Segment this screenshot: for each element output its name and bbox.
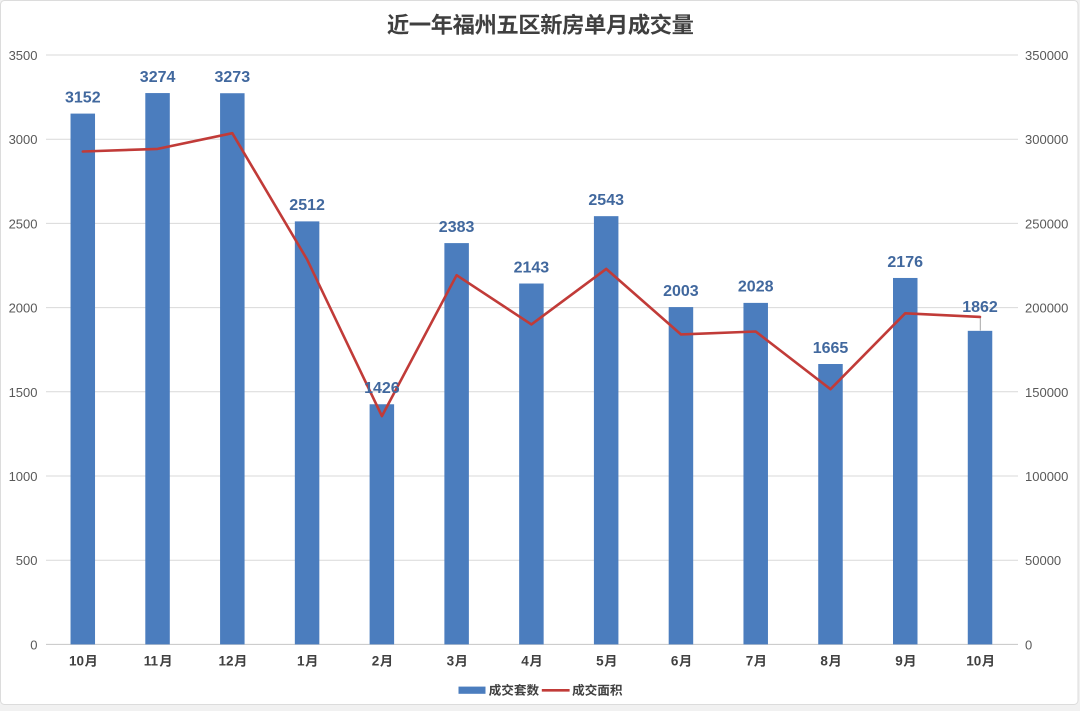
svg-text:500: 500 bbox=[16, 553, 38, 568]
svg-text:2003: 2003 bbox=[663, 283, 699, 300]
svg-text:5: 5 bbox=[596, 654, 604, 669]
svg-text:3152: 3152 bbox=[65, 89, 101, 106]
svg-text:200000: 200000 bbox=[1025, 301, 1068, 316]
svg-text:2383: 2383 bbox=[439, 219, 475, 236]
svg-text:2500: 2500 bbox=[9, 216, 38, 231]
svg-text:9: 9 bbox=[895, 654, 903, 669]
svg-text:300000: 300000 bbox=[1025, 132, 1068, 147]
svg-text:2543: 2543 bbox=[588, 192, 624, 209]
svg-text:2000: 2000 bbox=[9, 301, 38, 316]
svg-text:150000: 150000 bbox=[1025, 385, 1068, 400]
svg-text:10: 10 bbox=[966, 654, 981, 669]
svg-text:50000: 50000 bbox=[1025, 553, 1061, 568]
svg-text:3274: 3274 bbox=[140, 69, 176, 86]
svg-text:1862: 1862 bbox=[962, 299, 998, 316]
svg-text:8: 8 bbox=[820, 654, 828, 669]
svg-text:1000: 1000 bbox=[9, 469, 38, 484]
svg-text:2143: 2143 bbox=[514, 259, 550, 276]
svg-text:12: 12 bbox=[219, 654, 234, 669]
svg-text:3273: 3273 bbox=[215, 69, 251, 86]
svg-text:1665: 1665 bbox=[813, 340, 849, 357]
svg-text:3: 3 bbox=[447, 654, 455, 669]
svg-text:6: 6 bbox=[671, 654, 679, 669]
svg-text:100000: 100000 bbox=[1025, 469, 1068, 484]
svg-text:1426: 1426 bbox=[364, 380, 400, 397]
svg-text:1500: 1500 bbox=[9, 385, 38, 400]
svg-text:3000: 3000 bbox=[9, 132, 38, 147]
svg-text:4: 4 bbox=[521, 654, 529, 669]
svg-text:2: 2 bbox=[372, 654, 380, 669]
svg-text:7: 7 bbox=[746, 654, 754, 669]
svg-text:1: 1 bbox=[297, 654, 305, 669]
svg-text:0: 0 bbox=[30, 637, 37, 652]
svg-text:250000: 250000 bbox=[1025, 216, 1068, 231]
svg-text:3500: 3500 bbox=[9, 48, 38, 63]
svg-text:0: 0 bbox=[1025, 637, 1032, 652]
svg-text:11: 11 bbox=[144, 654, 159, 669]
svg-text:2028: 2028 bbox=[738, 279, 774, 296]
svg-text:2176: 2176 bbox=[887, 254, 923, 271]
svg-text:350000: 350000 bbox=[1025, 48, 1068, 63]
svg-text:2512: 2512 bbox=[289, 197, 325, 214]
svg-text:10: 10 bbox=[69, 654, 84, 669]
